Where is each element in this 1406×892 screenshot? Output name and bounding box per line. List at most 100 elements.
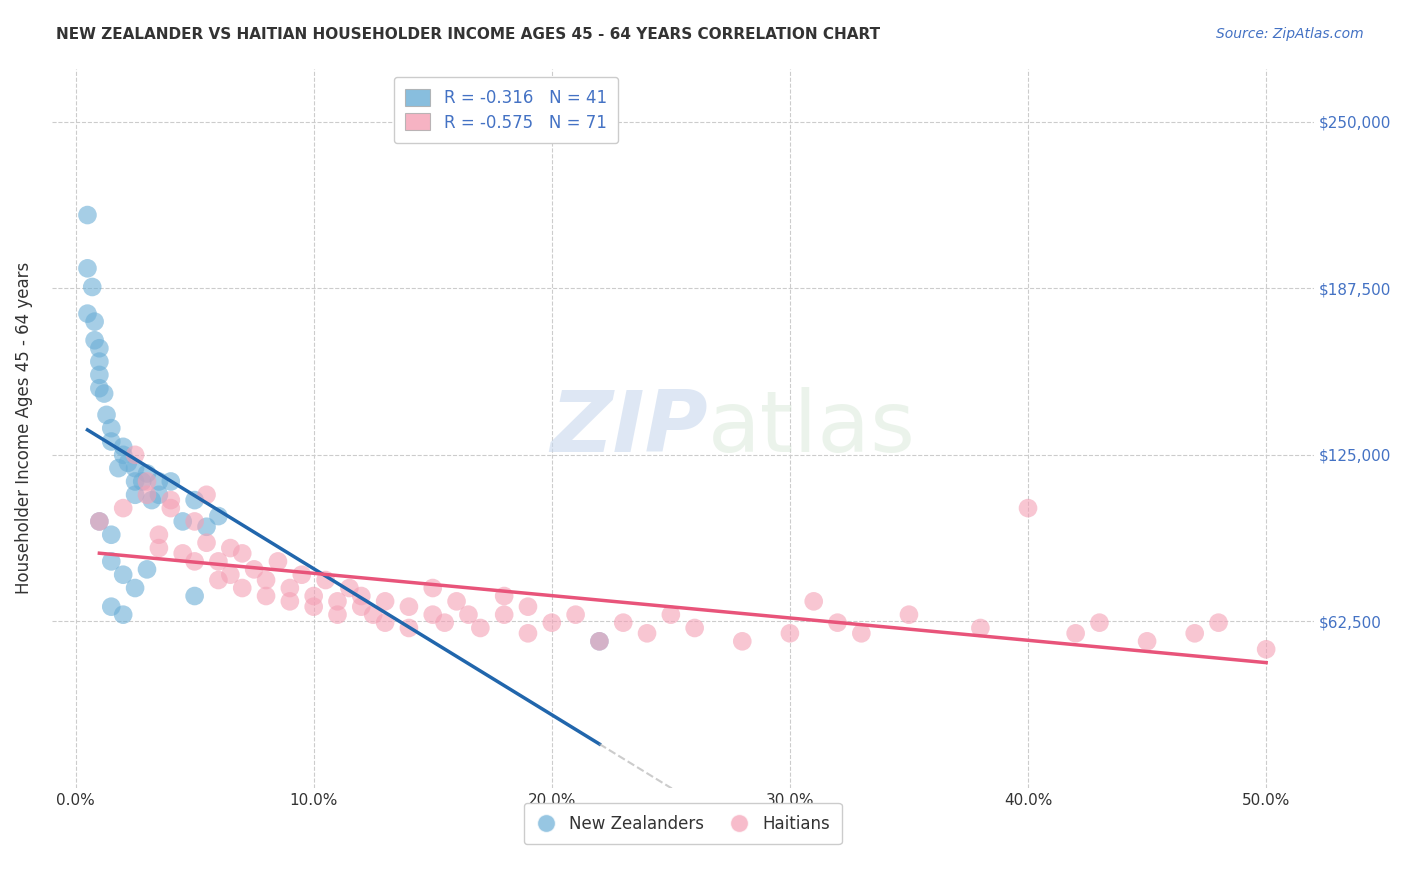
Text: ZIP: ZIP: [550, 386, 709, 470]
Point: [136, 488, 159, 502]
Point: [267, 554, 290, 568]
Point: [207, 509, 229, 524]
Point: [83, 333, 105, 347]
Point: [612, 615, 634, 630]
Point: [112, 567, 135, 582]
Legend: New Zealanders, Haitians: New Zealanders, Haitians: [524, 803, 842, 844]
Y-axis label: Householder Income Ages 45 - 64 years: Householder Income Ages 45 - 64 years: [15, 262, 32, 594]
Point: [254, 573, 277, 587]
Point: [195, 535, 218, 549]
Point: [494, 607, 516, 622]
Point: [159, 475, 181, 489]
Point: [231, 581, 253, 595]
Point: [100, 527, 122, 541]
Point: [172, 515, 194, 529]
Point: [76, 307, 98, 321]
Point: [326, 607, 349, 622]
Point: [76, 208, 98, 222]
Point: [82, 280, 104, 294]
Point: [83, 315, 105, 329]
Point: [494, 589, 516, 603]
Point: [124, 475, 146, 489]
Point: [374, 615, 396, 630]
Point: [183, 493, 205, 508]
Point: [422, 581, 444, 595]
Point: [636, 626, 658, 640]
Point: [183, 589, 205, 603]
Point: [112, 448, 135, 462]
Point: [148, 488, 170, 502]
Point: [89, 354, 111, 368]
Point: [124, 488, 146, 502]
Point: [76, 261, 98, 276]
Point: [398, 599, 420, 614]
Point: [291, 567, 314, 582]
Point: [195, 520, 218, 534]
Point: [1184, 626, 1206, 640]
Point: [231, 546, 253, 560]
Point: [361, 607, 384, 622]
Point: [1136, 634, 1159, 648]
Point: [517, 626, 540, 640]
Point: [112, 607, 135, 622]
Text: atlas: atlas: [709, 386, 915, 470]
Point: [112, 440, 135, 454]
Point: [100, 554, 122, 568]
Point: [124, 448, 146, 462]
Point: [136, 467, 159, 481]
Point: [219, 541, 242, 555]
Point: [350, 589, 373, 603]
Point: [159, 501, 181, 516]
Point: [89, 341, 111, 355]
Point: [195, 488, 218, 502]
Point: [1256, 642, 1278, 657]
Text: NEW ZEALANDER VS HAITIAN HOUSEHOLDER INCOME AGES 45 - 64 YEARS CORRELATION CHART: NEW ZEALANDER VS HAITIAN HOUSEHOLDER INC…: [56, 27, 880, 42]
Point: [112, 501, 135, 516]
Point: [159, 493, 181, 508]
Point: [207, 573, 229, 587]
Point: [446, 594, 468, 608]
Point: [136, 562, 159, 576]
Point: [100, 421, 122, 435]
Point: [254, 589, 277, 603]
Point: [339, 581, 361, 595]
Point: [136, 475, 159, 489]
Point: [302, 599, 325, 614]
Point: [172, 546, 194, 560]
Point: [148, 475, 170, 489]
Point: [100, 434, 122, 449]
Point: [470, 621, 492, 635]
Point: [374, 594, 396, 608]
Point: [564, 607, 586, 622]
Point: [683, 621, 706, 635]
Point: [148, 527, 170, 541]
Point: [1017, 501, 1039, 516]
Point: [302, 589, 325, 603]
Point: [89, 515, 111, 529]
Point: [243, 562, 266, 576]
Point: [1088, 615, 1111, 630]
Point: [278, 581, 301, 595]
Point: [219, 567, 242, 582]
Point: [117, 456, 139, 470]
Point: [89, 515, 111, 529]
Point: [969, 621, 991, 635]
Text: Source: ZipAtlas.com: Source: ZipAtlas.com: [1216, 27, 1364, 41]
Point: [131, 475, 153, 489]
Point: [588, 634, 610, 648]
Point: [897, 607, 920, 622]
Point: [457, 607, 479, 622]
Point: [779, 626, 801, 640]
Point: [100, 599, 122, 614]
Point: [278, 594, 301, 608]
Point: [183, 554, 205, 568]
Point: [93, 386, 115, 401]
Point: [517, 599, 540, 614]
Point: [89, 381, 111, 395]
Point: [1064, 626, 1087, 640]
Point: [148, 541, 170, 555]
Point: [731, 634, 754, 648]
Point: [433, 615, 456, 630]
Point: [315, 573, 337, 587]
Point: [124, 581, 146, 595]
